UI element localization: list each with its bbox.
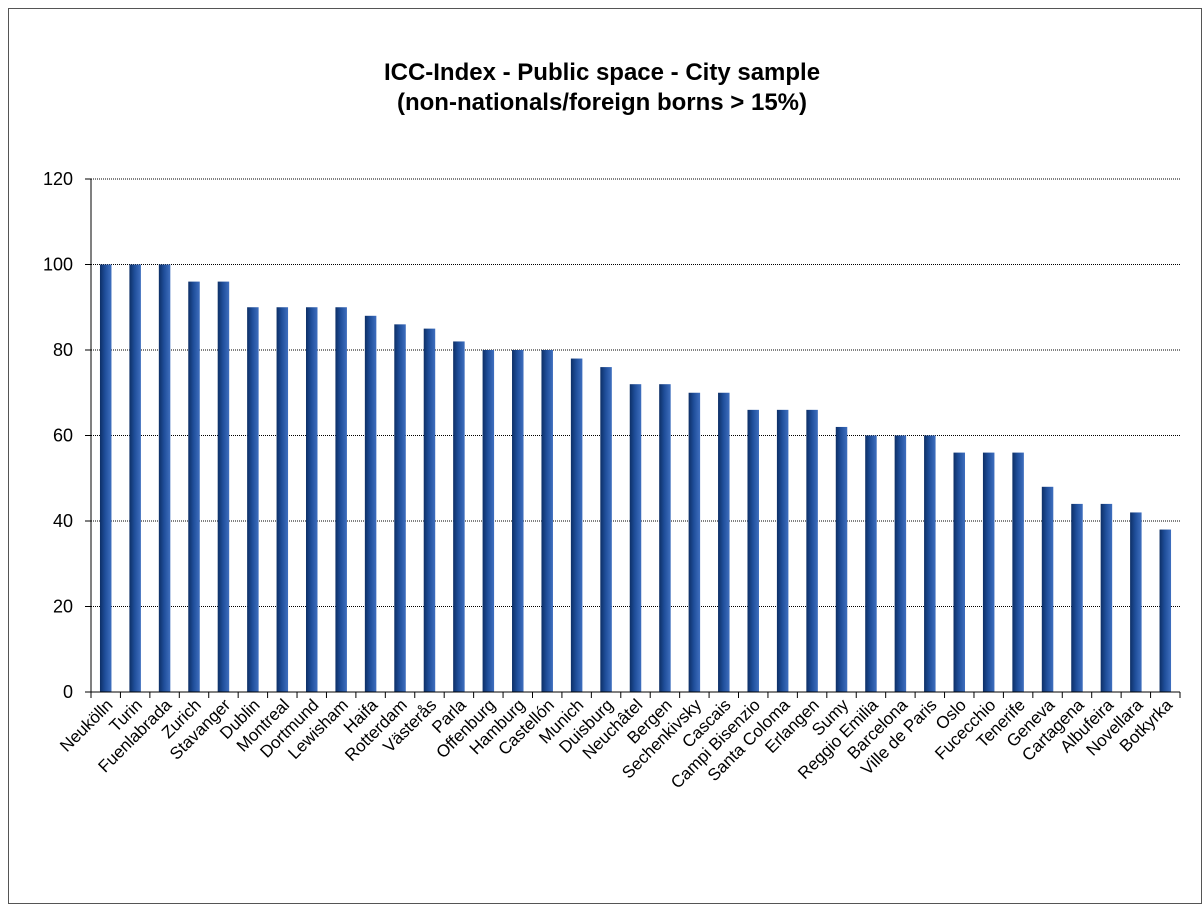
chart-title: ICC-Index - Public space - City sample (… (0, 58, 1204, 118)
bar (982, 452, 995, 692)
bar (453, 341, 465, 692)
bar (335, 307, 347, 692)
bar (776, 409, 789, 692)
bar (570, 358, 583, 692)
bar (541, 350, 553, 692)
y-tick-label: 100 (43, 255, 73, 275)
bar (600, 367, 612, 692)
chart-title-line2: (non-nationals/foreign borns > 15%) (396, 89, 808, 116)
bar (806, 409, 818, 692)
bar (512, 350, 524, 692)
bar (924, 435, 936, 692)
bar (1130, 512, 1142, 692)
bar (1012, 452, 1024, 692)
bar (1159, 529, 1172, 692)
bar (1071, 503, 1083, 692)
bar (953, 452, 966, 692)
bar (894, 435, 907, 692)
y-tick-label: 0 (63, 682, 73, 702)
x-tick-labels: NeuköllnTurinFuenlabradaZurichStavangerD… (56, 692, 1181, 792)
bar (1041, 486, 1054, 692)
bar (129, 264, 141, 692)
bar (364, 315, 377, 692)
bar (1100, 503, 1113, 692)
y-tick-label: 120 (43, 169, 73, 189)
bar (747, 409, 759, 692)
bar (305, 307, 318, 692)
bar (158, 264, 171, 692)
bar (217, 281, 230, 692)
bar (629, 384, 642, 692)
bar (482, 350, 495, 692)
chart-title-line1: ICC-Index - Public space - City sample (383, 59, 821, 86)
bar (276, 307, 289, 692)
bar (188, 281, 200, 692)
bar (394, 324, 406, 692)
bar (423, 328, 436, 692)
bar (99, 264, 112, 692)
y-tick-label: 40 (53, 511, 73, 531)
y-tick-label: 60 (53, 426, 73, 446)
y-tick-label: 80 (53, 340, 73, 360)
y-tick-label: 20 (53, 597, 73, 617)
y-tick-labels: 0 20 40 60 80 100 120 (43, 169, 91, 702)
bar (659, 384, 671, 692)
bars (99, 264, 1172, 692)
bar (718, 392, 730, 692)
bar (688, 392, 701, 692)
bar (835, 426, 848, 692)
bar (247, 307, 259, 692)
bar (865, 435, 877, 692)
